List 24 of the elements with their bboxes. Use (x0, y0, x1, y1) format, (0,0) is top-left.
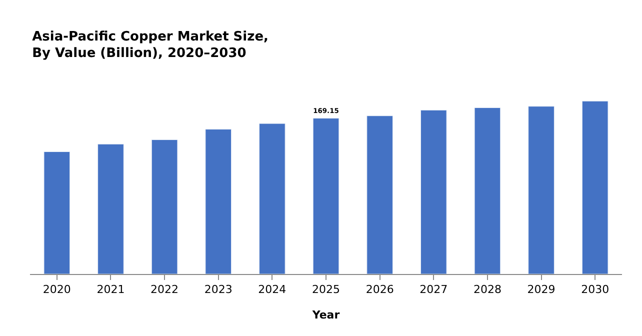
x-tick-label: 2024 (258, 283, 286, 296)
bar (151, 140, 178, 274)
x-axis-title: Year (311, 308, 340, 322)
x-tick-label: 2030 (581, 283, 610, 296)
x-tick-label: 2029 (527, 283, 556, 296)
bar (366, 116, 393, 274)
x-tick-label: 2023 (204, 283, 232, 296)
x-tick-label: 2022 (150, 283, 179, 296)
x-tick-label: 2028 (473, 283, 502, 296)
x-tick-label: 2025 (312, 283, 340, 296)
x-tick-label: 2026 (366, 283, 394, 296)
bar (205, 129, 232, 274)
chart-title: Asia-Pacific Copper Market Size, By Value (Billion), 2020–2030 (32, 29, 268, 62)
bar (528, 106, 554, 274)
bar (474, 107, 501, 274)
x-tick-label: 2027 (420, 283, 448, 296)
bar (420, 110, 447, 274)
bar (582, 100, 608, 274)
bar (312, 118, 340, 274)
bar (259, 123, 286, 274)
x-tick-label: 2021 (96, 283, 125, 296)
x-tick-label: 2020 (42, 283, 71, 296)
bar (98, 144, 124, 274)
bar (44, 151, 70, 274)
